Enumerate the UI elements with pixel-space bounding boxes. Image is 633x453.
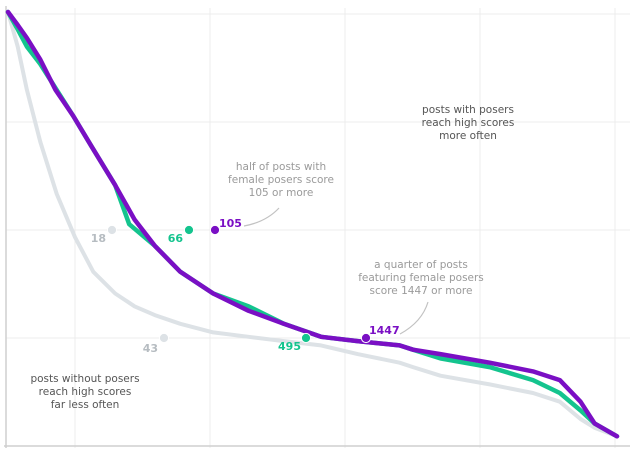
marker-label-1447: 1447 bbox=[369, 324, 400, 337]
marker-label-105: 105 bbox=[219, 217, 242, 230]
annotation-1-line-0: half of posts with bbox=[236, 161, 326, 173]
annotation-0-line-1: reach high scores bbox=[422, 117, 515, 129]
annotation-3-line-2: far less often bbox=[51, 399, 120, 411]
series-line-0 bbox=[5, 9, 620, 439]
annotation-1: half of posts with female posers score 105… bbox=[228, 161, 334, 199]
marker-label-66: 66 bbox=[168, 232, 184, 245]
marker-label-18: 18 bbox=[91, 232, 106, 245]
series-layer bbox=[5, 9, 620, 439]
annotation-2-line-0: a quarter of posts bbox=[374, 259, 468, 271]
marker-dot-66 bbox=[183, 224, 195, 236]
marker-label-43: 43 bbox=[143, 342, 158, 355]
annotation-2-line-2: score 1447 or more bbox=[370, 285, 473, 297]
annotation-2-leader bbox=[399, 301, 429, 335]
series-line-2 bbox=[6, 10, 619, 439]
marker-label-495: 495 bbox=[278, 340, 301, 353]
annotation-0-line-2: more often bbox=[439, 130, 497, 142]
annotation-0-line-0: posts with posers bbox=[422, 104, 514, 116]
annotation-2: a quarter of posts featuring female poser… bbox=[358, 259, 484, 297]
annotation-0: posts with posers reach high scores more o… bbox=[422, 104, 515, 142]
annotation-3: posts without posers reach high scores far… bbox=[30, 373, 139, 411]
annotation-1-line-1: female posers score bbox=[228, 174, 334, 186]
annotation-1-leader bbox=[243, 207, 280, 227]
marker-dot-43 bbox=[158, 332, 170, 344]
marker-dot-1447 bbox=[360, 332, 372, 344]
annotation-3-line-0: posts without posers bbox=[30, 373, 139, 385]
annotation-2-line-1: featuring female posers bbox=[358, 272, 484, 284]
annotation-layer: posts with posers reach high scores more o… bbox=[30, 104, 514, 411]
marker-dot-18 bbox=[106, 224, 118, 236]
annotation-1-line-2: 105 or more bbox=[249, 187, 314, 199]
annotation-3-line-1: reach high scores bbox=[39, 386, 132, 398]
marker-dot-495 bbox=[300, 332, 312, 344]
marker-layer: 105 1447 66 495 18 43 bbox=[91, 217, 400, 355]
marker-dot-105 bbox=[209, 224, 221, 236]
